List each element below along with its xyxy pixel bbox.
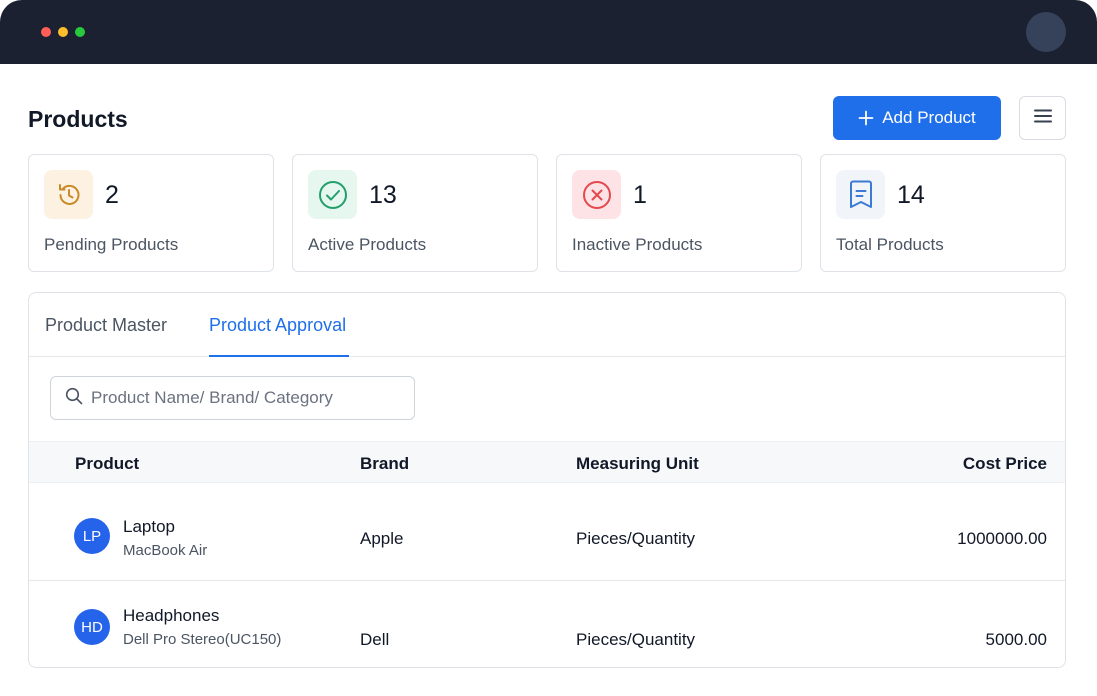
active-tab-indicator	[209, 355, 349, 357]
product-avatar: LP	[74, 518, 110, 554]
tab-product-master[interactable]: Product Master	[45, 315, 168, 335]
stat-value: 13	[369, 181, 397, 209]
product-model: MacBook Air	[123, 542, 208, 559]
stat-value: 14	[897, 181, 925, 209]
check-circle-icon	[308, 170, 357, 219]
receipt-icon	[836, 170, 885, 219]
product-model: Dell Pro Stereo(UC150)	[123, 631, 282, 648]
window-titlebar	[0, 0, 1097, 64]
stat-label: Pending Products	[44, 235, 179, 254]
column-header-measuring-unit[interactable]: Measuring Unit	[576, 454, 699, 473]
product-avatar: HD	[74, 609, 110, 645]
product-name: Laptop	[123, 517, 175, 536]
tab-bar: Product Master Product Approval	[29, 293, 1065, 357]
window-close-dot[interactable]	[41, 27, 51, 37]
page-title: Products	[28, 106, 128, 132]
stat-card-inactive: 1 Inactive Products	[556, 154, 802, 272]
search-box	[50, 376, 415, 420]
add-product-label: Add Product	[882, 108, 976, 127]
product-brand: Apple	[360, 529, 404, 548]
stat-label: Active Products	[308, 235, 427, 254]
add-product-button[interactable]: Add Product	[833, 96, 1001, 140]
product-cost: 1000000.00	[957, 529, 1047, 548]
column-header-product[interactable]: Product	[75, 454, 140, 473]
column-header-cost-price[interactable]: Cost Price	[962, 454, 1047, 473]
stat-value: 1	[633, 181, 647, 209]
window-minimize-dot[interactable]	[58, 27, 68, 37]
stat-card-pending: 2 Pending Products	[28, 154, 274, 272]
product-cost: 5000.00	[985, 630, 1047, 649]
table-header: Product Brand Measuring Unit Cost Price	[29, 441, 1065, 483]
tab-product-approval[interactable]: Product Approval	[209, 315, 347, 335]
hamburger-menu-icon	[1033, 109, 1052, 128]
product-brand: Dell	[360, 630, 390, 649]
table-row[interactable]: HD Headphones Dell Pro Stereo(UC150) Del…	[29, 582, 1065, 667]
products-panel: Product Master Product Approval Product …	[28, 292, 1066, 668]
product-unit: Pieces/Quantity	[576, 630, 696, 649]
stat-label: Total Products	[836, 235, 944, 254]
search-input[interactable]	[91, 388, 411, 408]
product-name: Headphones	[123, 606, 220, 625]
x-circle-icon	[572, 170, 621, 219]
search-icon	[65, 387, 83, 410]
history-icon	[44, 170, 93, 219]
stat-card-active: 13 Active Products	[292, 154, 538, 272]
window-maximize-dot[interactable]	[75, 27, 85, 37]
user-avatar[interactable]	[1026, 12, 1066, 52]
product-unit: Pieces/Quantity	[576, 529, 696, 548]
menu-button[interactable]	[1019, 96, 1066, 140]
stat-value: 2	[105, 181, 119, 209]
table-row[interactable]: LP Laptop MacBook Air Apple Pieces/Quant…	[29, 483, 1065, 581]
stat-card-total: 14 Total Products	[820, 154, 1066, 272]
column-header-brand[interactable]: Brand	[360, 454, 410, 473]
plus-icon	[858, 110, 874, 126]
stat-label: Inactive Products	[572, 235, 703, 254]
